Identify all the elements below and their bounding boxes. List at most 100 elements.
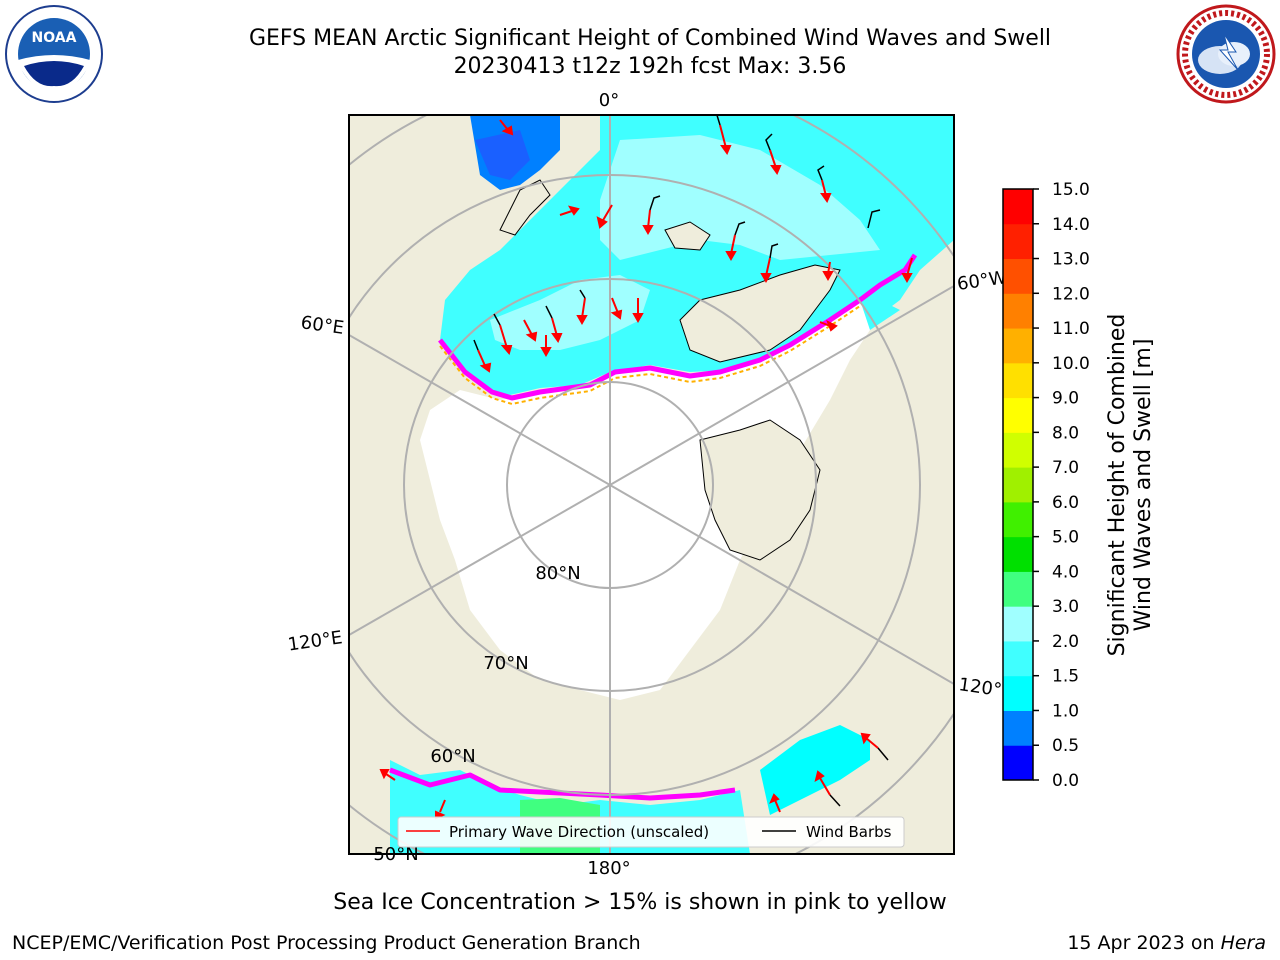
colorbar-segment (1003, 189, 1033, 225)
colorbar-segment (1003, 501, 1033, 538)
legend-barb-label: Wind Barbs (806, 823, 892, 841)
wave-arrow (822, 261, 834, 282)
wave-arrow (901, 257, 913, 284)
wave-arrow (760, 257, 772, 284)
wave-arrow (632, 298, 644, 324)
greenland (679, 264, 841, 363)
lon-label-180: 180° (587, 858, 630, 879)
colorbar-segment (1003, 606, 1033, 642)
graticule (349, 115, 954, 854)
colorbar-segment (1003, 710, 1033, 746)
wind-barb (765, 133, 773, 151)
colorbar-tick-label: 15.0 (1052, 180, 1090, 200)
colorbar-segment (1003, 432, 1033, 468)
wave-arrow (820, 179, 832, 204)
chart-subtitle: 20230413 t12z 192h fcst Max: 3.56 (453, 54, 847, 79)
colorbar-tick-label: 11.0 (1052, 319, 1090, 339)
colorbar-tick-label: 0.0 (1052, 771, 1079, 791)
lat-label-80n: 80°N (535, 563, 580, 584)
colorbar-tick-label: 5.0 (1052, 528, 1079, 548)
noaa-logo-text: NOAA (32, 30, 77, 46)
lon-label-120e: 120°E (287, 627, 344, 655)
colorbar-ticks: 0.0 0.5 1.0 1.5 2.0 3.0 4.0 5.0 6.0 7.0 8.0 9.0 10.0… (1033, 180, 1090, 791)
legend-wave-label: Primary Wave Direction (unscaled) (449, 823, 709, 841)
noaa-logo-icon: NOAA (5, 5, 103, 103)
wave-arrow (540, 335, 552, 358)
colorbar-segment (1003, 536, 1033, 572)
wave-arrow (499, 119, 514, 136)
wave-arrow (769, 793, 781, 813)
svalbard (664, 221, 711, 251)
lon-label-0: 0° (599, 90, 619, 111)
colorbar-tick-label: 2.0 (1052, 632, 1079, 652)
colorbar-tick-label: 1.0 (1052, 701, 1079, 721)
wave-arrow (725, 234, 737, 262)
wave-arrow (559, 205, 580, 216)
chart-title: GEFS MEAN Arctic Significant Height of C… (248, 26, 1052, 51)
colorbar-frame (1002, 188, 1034, 781)
map-frame (348, 114, 955, 855)
wave-arrow (814, 770, 831, 796)
stamp-date: 15 Apr 2023 on (1067, 932, 1215, 954)
colorbar-segment (1003, 258, 1033, 294)
sea-ice-note: Sea Ice Concentration > 15% is shown in … (333, 890, 947, 915)
gulf-of-alaska-wave-field (760, 725, 870, 815)
colorbar-tick-label: 4.0 (1052, 562, 1079, 582)
sea-ice-edge (438, 253, 918, 401)
wind-barb (867, 209, 881, 229)
colorbar-tick-label: 3.0 (1052, 597, 1079, 617)
wave-arrow (576, 297, 588, 326)
colorbar-segment (1003, 328, 1033, 364)
wind-barb (649, 195, 661, 211)
colorbar-tick-label: 1.5 (1052, 667, 1079, 687)
colorbar-tick-label: 12.0 (1052, 284, 1090, 304)
wave-arrow (642, 209, 654, 236)
lon-label-60e: 60°E (299, 312, 345, 339)
wind-barb (877, 747, 889, 761)
colorbar-segment (1003, 745, 1033, 781)
wave-arrow (551, 317, 563, 344)
colorbar-segment (1003, 675, 1033, 711)
wind-barb (493, 313, 501, 326)
colorbar-tick-label: 14.0 (1052, 215, 1090, 235)
nws-logo-icon (1176, 4, 1276, 104)
wave-arrow (860, 732, 879, 749)
canadian-archipelago (699, 419, 821, 561)
colorbar-tick-label: 13.0 (1052, 250, 1090, 270)
wind-barb (716, 115, 721, 126)
wind-barb (579, 289, 586, 299)
wave-arrow (596, 204, 613, 229)
colorbar-tick-label: 8.0 (1052, 423, 1079, 443)
sea-ice-edge-inner (439, 305, 861, 406)
wave-direction-arrows (379, 119, 913, 820)
wind-barbs (473, 115, 889, 807)
colorbar-segment (1003, 640, 1033, 677)
colorbar-segment (1003, 397, 1033, 433)
colorbar-segment (1003, 467, 1033, 503)
colorbar-label-line2: Wind Waves and Swell [m] (1131, 339, 1156, 632)
colorbar-segment (1003, 571, 1033, 607)
colorbar-tick-label: 9.0 (1052, 389, 1079, 409)
wind-barb (829, 794, 841, 807)
wave-arrow (610, 297, 623, 320)
wind-barb (734, 221, 746, 236)
wind-barb (473, 339, 479, 351)
wind-barb (817, 165, 825, 181)
colorbar-tick-label: 10.0 (1052, 354, 1090, 374)
colorbar-tick-label: 0.5 (1052, 736, 1079, 756)
wave-arrow (499, 324, 513, 356)
colorbar-tick-label: 7.0 (1052, 458, 1079, 478)
wind-barb (545, 305, 553, 319)
wave-arrow (719, 124, 732, 156)
novaya-zemlya (499, 179, 551, 236)
lon-label-60w: 60°W (956, 267, 1008, 295)
colorbar (1003, 189, 1033, 781)
wave-arrow (819, 319, 838, 332)
map-legend: Primary Wave Direction (unscaled) Wind B… (397, 816, 905, 848)
lat-label-60n: 60°N (430, 746, 475, 767)
colorbar-segment (1003, 223, 1033, 260)
colorbar-segment (1003, 293, 1033, 329)
colorbar-label-line1: Significant Height of Combined (1105, 314, 1130, 657)
wave-arrow (477, 349, 492, 373)
